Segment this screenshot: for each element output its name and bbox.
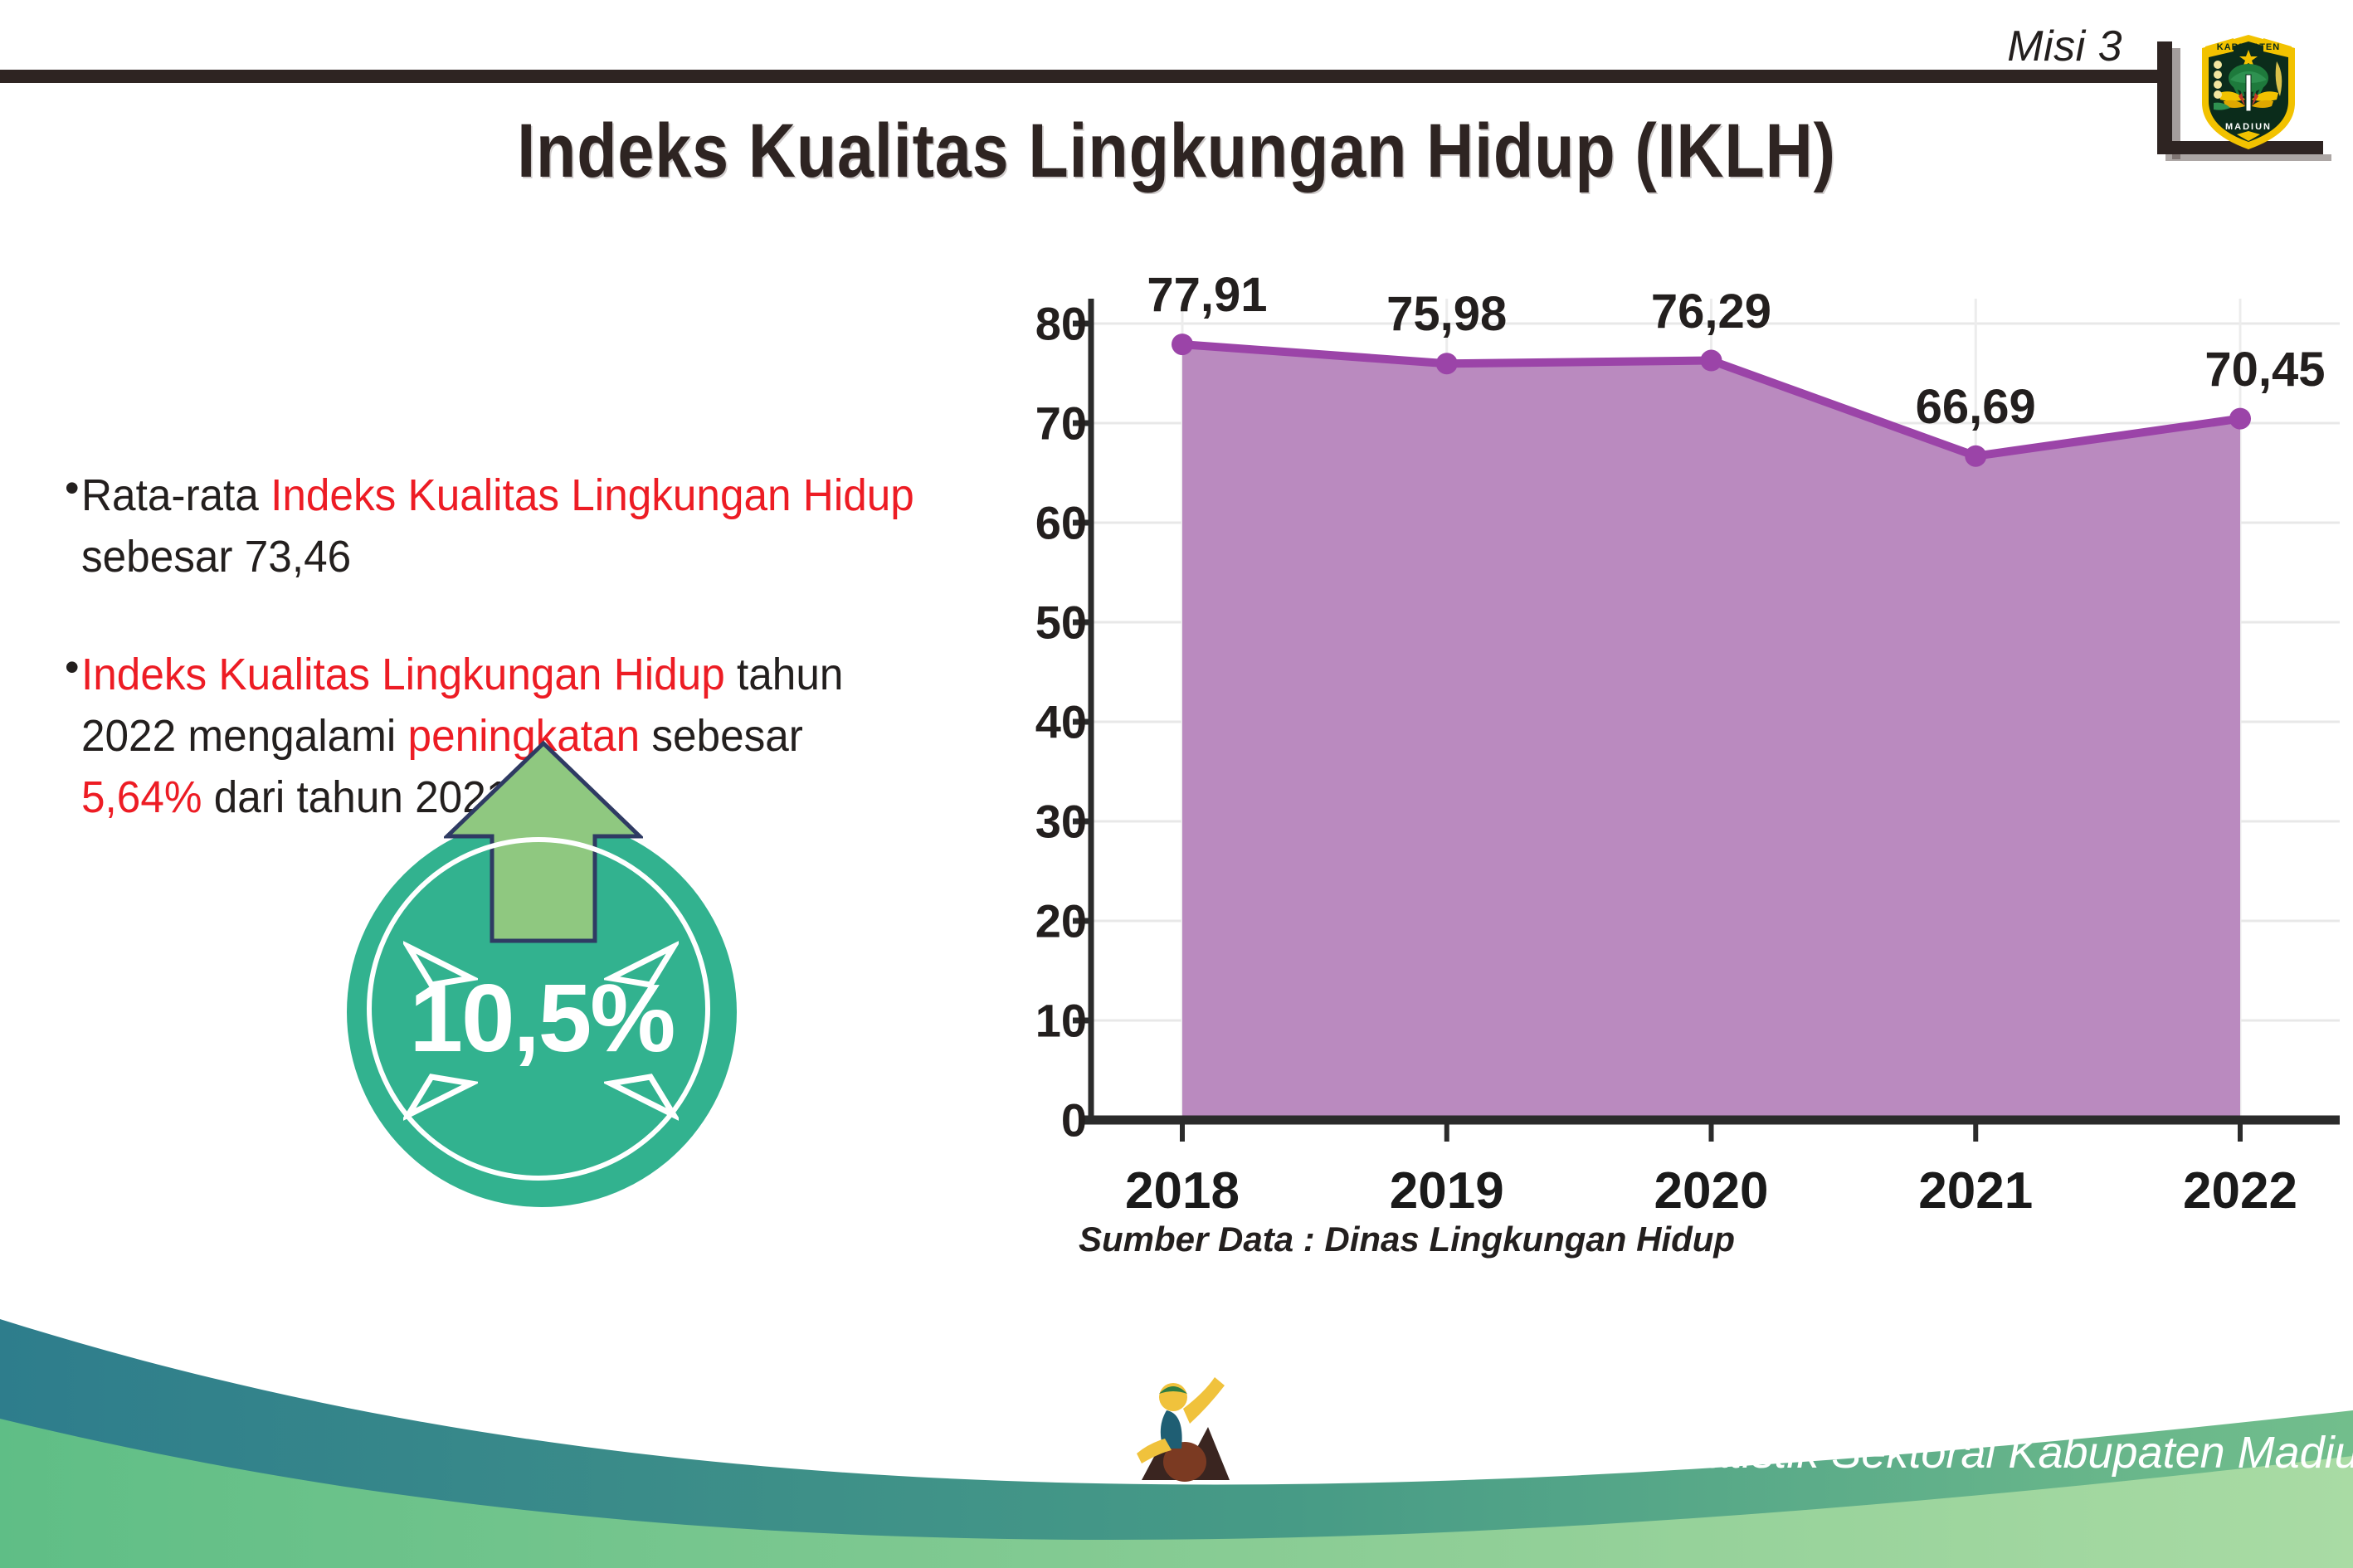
badge-tick-top-left-icon: [403, 941, 478, 988]
badge-tick-bottom-left-icon: [403, 1074, 478, 1121]
iklh-area-chart: 0 10 20 30 40 50 60 70 80 2018 2019 2020 2021 2022 7…: [979, 268, 2348, 1220]
x-axis-tick-label: 2021: [1918, 1162, 2034, 1220]
bullet-seg-highlight: Indeks Kualitas Lingkungan Hidup: [270, 470, 914, 520]
increase-badge: 10,5%: [324, 738, 755, 1211]
bullet-list: • Rata-rata Indeks Kualitas Lingkungan H…: [65, 465, 977, 884]
bullet-seg-highlight: peningkatan: [407, 711, 640, 761]
data-point-label: 70,45: [2204, 342, 2326, 397]
bullet-seg-highlight: 5,64%: [80, 772, 202, 822]
bullet-seg: tahun 2022 mengalami: [80, 650, 843, 761]
bullet-seg-highlight: Indeks Kualitas Lingkungan Hidup: [80, 650, 725, 699]
y-axis-tick-label: 50: [1035, 596, 1087, 649]
header-rule-vertical: [2157, 41, 2172, 153]
svg-text:KABUPATEN: KABUPATEN: [2217, 42, 2280, 52]
y-axis-tick-label: 60: [1035, 496, 1087, 549]
y-axis-tick-label: 0: [1060, 1093, 1087, 1147]
badge-inner-ring: [367, 837, 710, 1181]
kabupaten-madiun-crest-icon: KABUPATEN MADIUN: [2202, 35, 2295, 149]
y-axis-tick-label: 20: [1035, 894, 1087, 947]
badge-tick-bottom-right-icon: [604, 1074, 679, 1121]
bullet-text-2: Indeks Kualitas Lingkungan Hidup tahun 2…: [81, 644, 933, 828]
bullet-marker: •: [65, 644, 80, 690]
statistics-figure-icon: [1137, 1377, 1230, 1482]
page-title: Indeks Kualitas Lingkungan Hidup (IKLH): [517, 109, 1836, 193]
y-axis-tick-label: 80: [1035, 297, 1087, 350]
data-point-label: 76,29: [1650, 284, 1772, 338]
bullet-seg: sebesar 73,46: [80, 532, 351, 582]
data-point-label: 77,91: [1147, 268, 1268, 323]
x-axis-tick-label: 2020: [1654, 1162, 1769, 1220]
x-axis-tick-label: 2022: [2183, 1162, 2297, 1220]
data-point-label: 66,69: [1915, 379, 2036, 434]
x-axis-tick-label: 2018: [1125, 1162, 1240, 1220]
bullet-text-1: Rata-rata Indeks Kualitas Lingkungan Hid…: [81, 465, 933, 587]
chart-source-note: Sumber Data : Dinas Lingkungan Hidup: [1079, 1220, 1736, 1259]
chart-plot-area: [1073, 299, 2340, 1142]
y-axis-tick-label: 70: [1035, 397, 1087, 450]
footer-wave-decoration: [0, 1319, 2353, 1568]
y-axis-tick-label: 30: [1035, 795, 1087, 848]
bullet-seg: dari tahun 2021: [201, 772, 509, 822]
data-point-label: 75,98: [1386, 287, 1508, 342]
header-rule-horizontal: [0, 70, 2164, 83]
bullet-seg: sebesar: [639, 711, 803, 761]
header-rule-foot: [2157, 141, 2323, 154]
badge-percent-label: 10,5%: [409, 964, 676, 1072]
header-rule-foot-shadow: [2165, 154, 2331, 161]
badge-tick-top-right-icon: [604, 941, 679, 988]
list-item: • Indeks Kualitas Lingkungan Hidup tahun…: [65, 644, 977, 828]
bullet-marker: •: [65, 465, 80, 511]
y-axis-tick-label: 10: [1035, 994, 1087, 1047]
footer-caption: Media Infografis Data Statistik Sektoral…: [1224, 1428, 2353, 1478]
list-item: • Rata-rata Indeks Kualitas Lingkungan H…: [65, 465, 977, 587]
y-axis-tick-labels: 0 10 20 30 40 50 60 70 80: [979, 290, 1087, 1170]
y-axis-tick-label: 40: [1035, 695, 1087, 748]
x-axis-tick-label: 2019: [1389, 1162, 1504, 1220]
svg-text:MADIUN: MADIUN: [2225, 122, 2272, 132]
header-rule-vertical-shadow: [2172, 48, 2180, 159]
bullet-seg: Rata-rata: [80, 470, 270, 520]
mission-label: Misi 3: [2007, 22, 2122, 71]
